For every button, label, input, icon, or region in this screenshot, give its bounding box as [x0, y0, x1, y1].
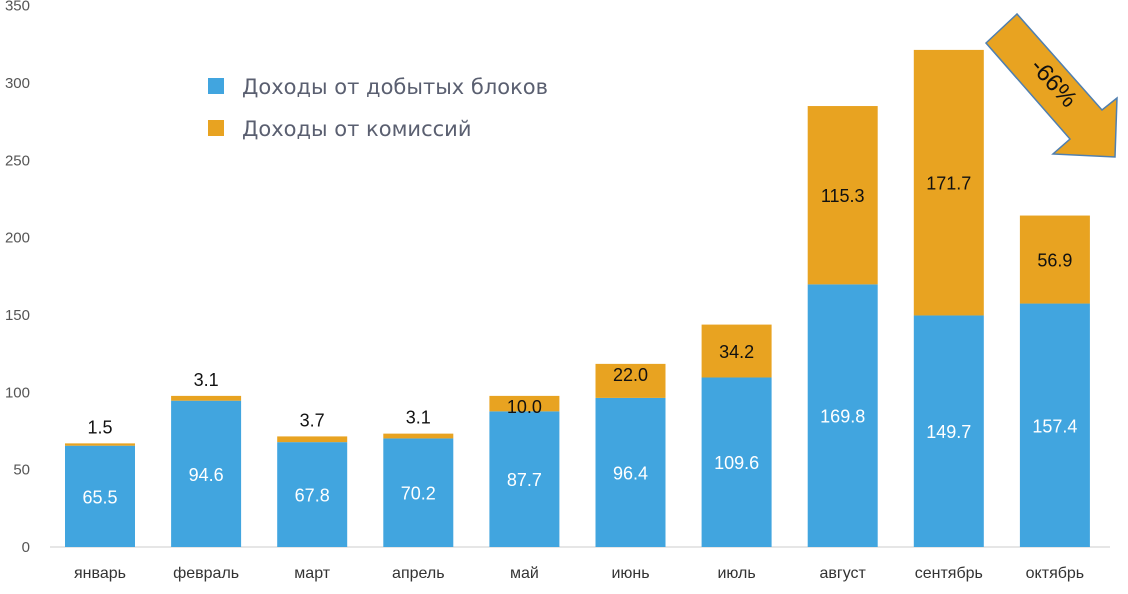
legend-label-blocks: Доходы от добытых блоков [242, 75, 548, 99]
y-tick-label: 150 [5, 307, 30, 324]
x-tick-label: октябрь [1026, 565, 1084, 582]
bar-blocks [489, 411, 560, 547]
arrow-down-right-icon [984, 12, 1118, 158]
data-label: 87.7 [507, 470, 542, 490]
x-tick-label: сентябрь [915, 565, 983, 582]
bar-blocks [1019, 303, 1090, 547]
y-tick-label: 250 [5, 152, 30, 169]
data-label: 3.1 [406, 408, 431, 428]
data-label: 65.5 [82, 487, 117, 507]
bar-fees [913, 49, 984, 316]
bar-fees [171, 395, 242, 401]
x-tick-label: июнь [611, 565, 649, 582]
data-label: 109.6 [714, 453, 759, 473]
data-label: 3.7 [300, 410, 325, 430]
decline-arrow: -66% [984, 12, 1118, 158]
data-label: 70.2 [401, 484, 436, 504]
data-label: 3.1 [194, 370, 219, 390]
data-label: 157.4 [1032, 416, 1077, 436]
bar-fees [807, 106, 878, 285]
x-tick-label: февраль [173, 565, 239, 582]
data-label: 149.7 [926, 422, 971, 442]
data-label: 10.0 [507, 397, 542, 417]
bar-fees [489, 395, 560, 412]
data-label: 1.5 [87, 417, 112, 437]
bar-fees [701, 324, 772, 378]
data-label: 67.8 [295, 486, 330, 506]
bar-blocks [171, 400, 242, 547]
legend-swatch-fees [208, 120, 224, 136]
bar-blocks [595, 397, 666, 547]
bar-blocks [701, 377, 772, 547]
bar-fees [277, 436, 348, 443]
y-tick-label: 300 [5, 75, 30, 92]
data-label: 171.7 [926, 174, 971, 194]
x-tick-label: июль [717, 565, 755, 582]
x-tick-label: апрель [392, 565, 445, 582]
x-tick-label: март [294, 565, 330, 582]
y-tick-label: 200 [5, 230, 30, 247]
bar-fees [595, 363, 666, 398]
y-tick-label: 350 [5, 0, 30, 15]
data-label: 115.3 [821, 186, 865, 206]
y-tick-label: 100 [5, 384, 30, 401]
bar-blocks [277, 442, 348, 547]
x-tick-label: май [510, 565, 539, 582]
bar-blocks [65, 445, 135, 547]
bars: 65.5 1.5 94.6 3.1 67.8 3.7 70.2 3.1 87.7 10.0 96.4… [65, 49, 1090, 547]
bar-fees [65, 443, 135, 446]
legend-label-fees: Доходы от комиссий [242, 117, 471, 141]
bar-blocks [913, 315, 984, 547]
x-tick-label: январь [74, 565, 126, 582]
data-label: 169.8 [820, 407, 865, 427]
y-tick-label: 50 [13, 462, 30, 479]
data-label: 96.4 [613, 463, 648, 483]
x-axis: январь февраль март апрель май июнь июль август… [74, 565, 1084, 582]
data-label: 34.2 [719, 342, 754, 362]
y-tick-label: 0 [22, 539, 30, 556]
bar-fees [383, 433, 454, 439]
data-label: 94.6 [189, 465, 224, 485]
bar-fees [1019, 215, 1090, 304]
data-label: 56.9 [1037, 251, 1072, 271]
legend-swatch-blocks [208, 78, 224, 94]
bar-blocks [807, 284, 878, 547]
legend: Доходы от добытых блоков Доходы от комис… [208, 75, 548, 141]
y-axis: 0 50 100 150 200 250 300 350 [5, 0, 30, 556]
data-label: 22.0 [613, 365, 648, 385]
bar-blocks [383, 438, 454, 547]
x-tick-label: август [820, 565, 867, 582]
